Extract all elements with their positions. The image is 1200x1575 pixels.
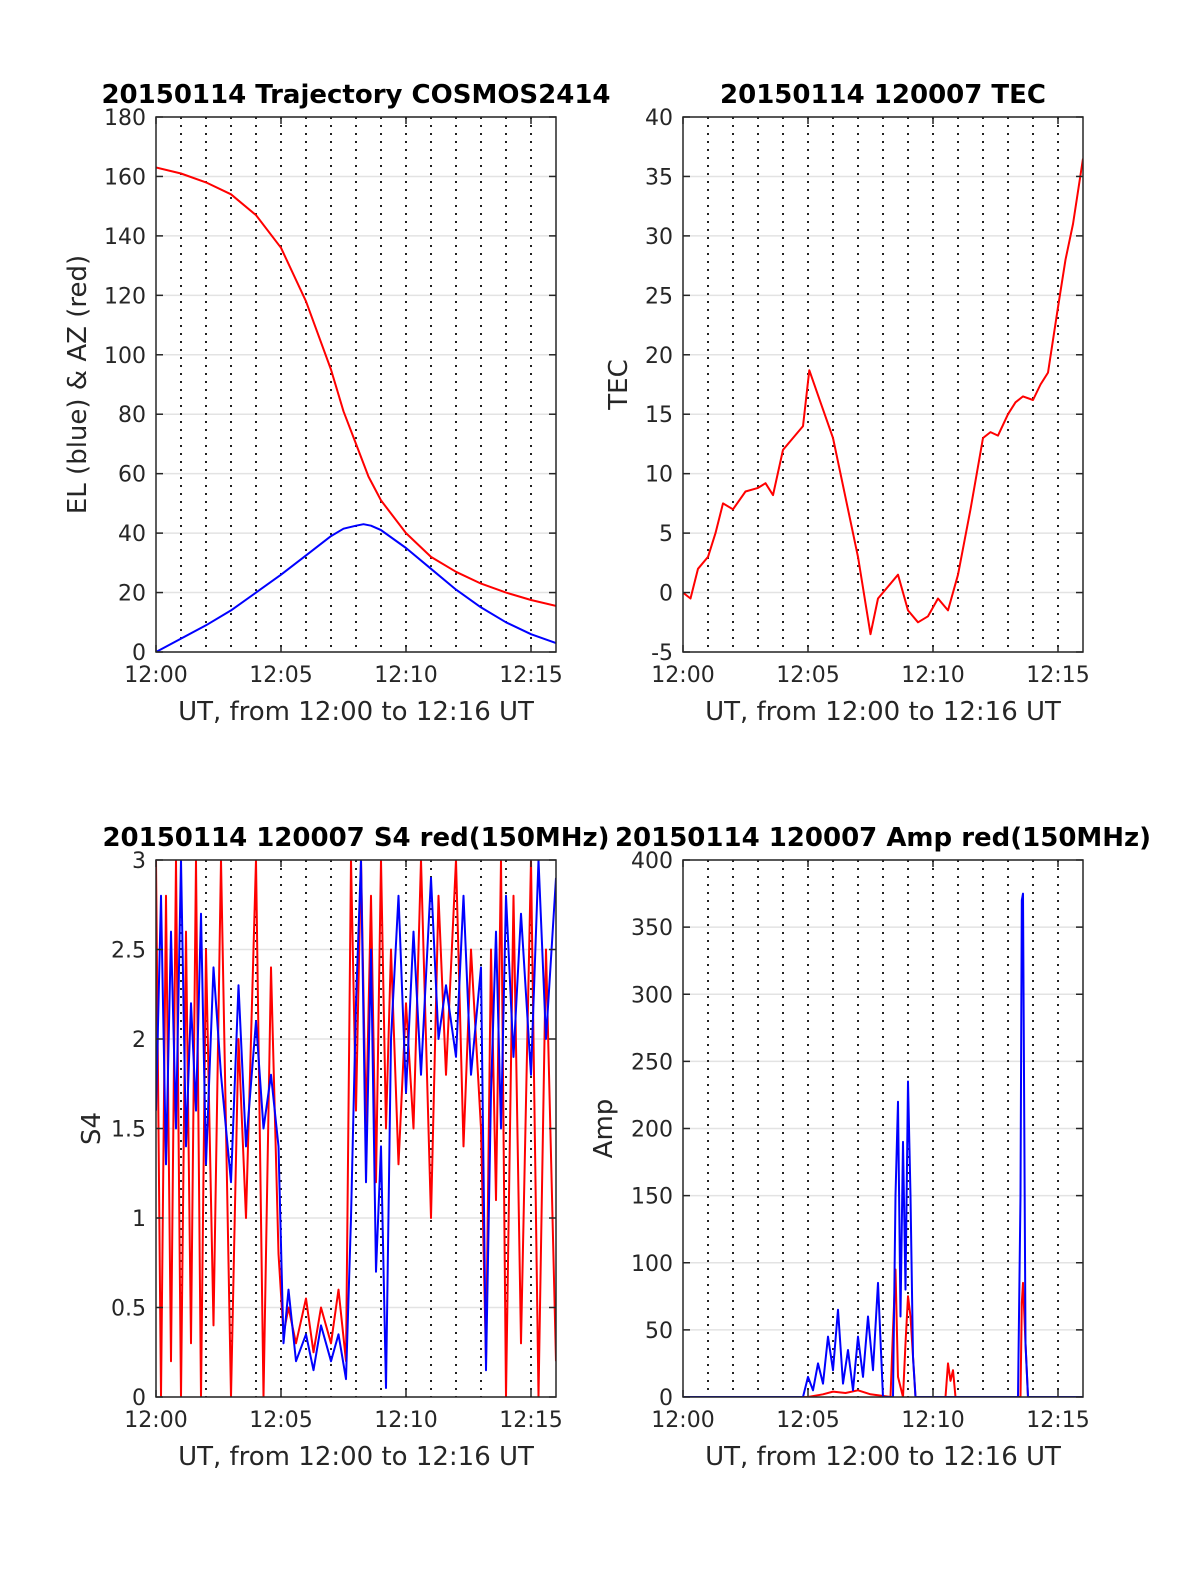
x-tick-label: 12:10 xyxy=(901,1408,964,1433)
x-axis-label: UT, from 12:00 to 12:16 UT xyxy=(705,1442,1061,1472)
y-tick-label: 5 xyxy=(659,522,673,547)
x-tick-label: 12:10 xyxy=(901,663,964,688)
series-line-1 xyxy=(683,892,1083,1397)
chart-title: 20150114 120007 TEC xyxy=(720,80,1046,110)
y-tick-label: 60 xyxy=(118,463,146,488)
y-tick-label: 100 xyxy=(104,344,146,369)
y-tick-label: 200 xyxy=(631,1118,673,1143)
y-axis-label: TEC xyxy=(604,359,634,410)
y-tick-label: 20 xyxy=(645,344,673,369)
y-axis-label: Amp xyxy=(589,1099,619,1159)
x-tick-label: 12:05 xyxy=(249,1408,312,1433)
chart-title: 20150114 Trajectory COSMOS2414 xyxy=(101,80,610,110)
series-line-1 xyxy=(156,860,556,1389)
x-axis-label: UT, from 12:00 to 12:16 UT xyxy=(705,697,1061,727)
x-tick-label: 12:05 xyxy=(776,663,839,688)
chart-trajectory: 0 20 40 60 80 100 120 140 160 180 12:00 12:05 12:10 1… xyxy=(63,80,611,727)
y-tick-label: 1 xyxy=(132,1207,146,1232)
y-tick-label: 150 xyxy=(631,1185,673,1210)
y-tick-label: 40 xyxy=(118,522,146,547)
y-axis-label: EL (blue) & AZ (red) xyxy=(63,255,93,514)
y-tick-label: 0 xyxy=(132,1386,146,1411)
x-tick-label: 12:00 xyxy=(651,1408,714,1433)
y-tick-label: 0 xyxy=(132,641,146,666)
y-tick-label: 140 xyxy=(104,225,146,250)
chart-tec: -5 0 5 10 15 20 25 30 35 40 12:00 12:05 12:10 12:15 UT… xyxy=(604,80,1090,727)
y-tick-label: 25 xyxy=(645,284,673,309)
x-tick-label: 12:00 xyxy=(124,1408,187,1433)
x-tick-label: 12:10 xyxy=(374,1408,437,1433)
y-tick-label: -5 xyxy=(651,641,673,666)
y-tick-label: 35 xyxy=(645,165,673,190)
y-tick-label: 3 xyxy=(132,849,146,874)
y-tick-label: 400 xyxy=(631,849,673,874)
x-tick-label: 12:00 xyxy=(651,663,714,688)
x-tick-label: 12:05 xyxy=(776,1408,839,1433)
chart-s4: 0 0.5 1 1.5 2 2.5 3 12:00 12:05 12:10 12:15 UT, fro… xyxy=(77,823,610,1472)
y-tick-label: 20 xyxy=(118,582,146,607)
x-tick-label: 12:00 xyxy=(124,663,187,688)
x-tick-label: 12:15 xyxy=(499,1408,562,1433)
x-tick-label: 12:15 xyxy=(1026,1408,1089,1433)
chart-title: 20150114 120007 S4 red(150MHz) xyxy=(102,823,609,853)
chart-title: 20150114 120007 Amp red(150MHz) xyxy=(615,823,1151,853)
y-axis-label: S4 xyxy=(77,1112,107,1145)
y-tick-label: 0.5 xyxy=(111,1297,146,1322)
plot-frame xyxy=(155,116,557,653)
y-tick-label: 0 xyxy=(659,1386,673,1411)
x-axis-label: UT, from 12:00 to 12:16 UT xyxy=(178,1442,534,1472)
x-tick-label: 12:10 xyxy=(374,663,437,688)
y-tick-label: 50 xyxy=(645,1319,673,1344)
y-tick-label: 80 xyxy=(118,403,146,428)
y-tick-label: 120 xyxy=(104,284,146,309)
y-tick-label: 160 xyxy=(104,165,146,190)
y-tick-label: 350 xyxy=(631,916,673,941)
series-line-0 xyxy=(156,166,556,607)
plot-frame xyxy=(682,116,1084,653)
series-line-1 xyxy=(156,523,556,652)
x-tick-label: 12:15 xyxy=(499,663,562,688)
series-line-0 xyxy=(683,1268,1083,1397)
y-tick-label: 30 xyxy=(645,225,673,250)
x-tick-label: 12:15 xyxy=(1026,663,1089,688)
series-line-0 xyxy=(683,158,1083,636)
y-tick-label: 250 xyxy=(631,1050,673,1075)
x-axis-label: UT, from 12:00 to 12:16 UT xyxy=(178,697,534,727)
y-tick-label: 300 xyxy=(631,983,673,1008)
y-tick-label: 180 xyxy=(104,106,146,131)
y-tick-label: 1.5 xyxy=(111,1118,146,1143)
x-tick-label: 12:05 xyxy=(249,663,312,688)
y-tick-label: 15 xyxy=(645,403,673,428)
y-tick-label: 100 xyxy=(631,1252,673,1277)
y-tick-label: 40 xyxy=(645,106,673,131)
y-tick-label: 2.5 xyxy=(111,939,146,964)
y-tick-label: 2 xyxy=(132,1028,146,1053)
y-tick-label: 10 xyxy=(645,463,673,488)
chart-amp: 0 50 100 150 200 250 300 350 400 12:00 12:05 12:10 1… xyxy=(589,823,1151,1472)
y-tick-label: 0 xyxy=(659,582,673,607)
